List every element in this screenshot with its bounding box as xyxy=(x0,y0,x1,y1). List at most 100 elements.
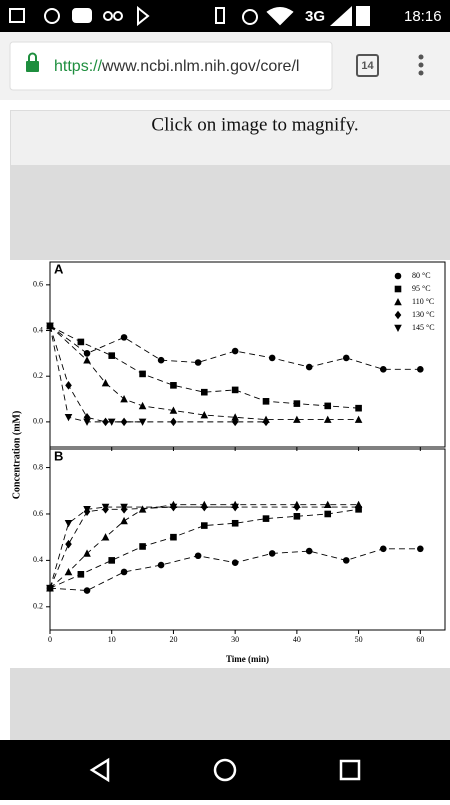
data-point xyxy=(83,587,91,594)
data-point xyxy=(200,411,209,419)
figure[interactable] xyxy=(10,260,450,668)
data-point xyxy=(200,522,208,529)
recents-button[interactable] xyxy=(339,759,361,781)
legend-marker xyxy=(394,285,402,293)
data-point xyxy=(268,354,276,362)
data-point xyxy=(354,415,363,423)
lock-icon xyxy=(26,61,39,72)
tab-switcher[interactable] xyxy=(356,54,379,77)
clock: 18:16 xyxy=(404,8,442,25)
y-tick-label: 0.4 xyxy=(33,555,43,564)
data-point xyxy=(138,401,147,410)
data-point xyxy=(107,418,116,426)
caption-box xyxy=(11,111,450,165)
plot-frame xyxy=(49,261,446,448)
charts: A 0.0 0.2 0.4 0.6 80 °C 95 °C 110 °C 130 °C 145 °… xyxy=(33,261,446,664)
data-point xyxy=(323,500,332,508)
data-point xyxy=(120,334,128,341)
data-point xyxy=(268,550,276,557)
home-button[interactable] xyxy=(213,758,237,782)
y-tick-label: 0.6 xyxy=(33,509,43,518)
data-point xyxy=(305,363,313,371)
data-point xyxy=(293,415,301,423)
data-point xyxy=(46,322,54,330)
menu-button[interactable] xyxy=(418,54,424,76)
data-point xyxy=(77,571,85,578)
data-point xyxy=(323,415,332,423)
data-point xyxy=(120,568,128,576)
data-point xyxy=(324,510,332,518)
legend-marker xyxy=(394,310,402,320)
data-point xyxy=(293,400,301,407)
data-point xyxy=(262,417,270,427)
y-tick-label: 0.2 xyxy=(33,371,43,380)
data-point xyxy=(262,398,270,405)
data-point xyxy=(231,417,239,427)
data-point xyxy=(231,503,239,512)
url-host: www.ncbi.nlm.nih.gov/core/l xyxy=(101,58,299,75)
battery-icon xyxy=(356,6,370,26)
data-point xyxy=(305,547,313,555)
legend-label: 130 °C xyxy=(412,310,435,319)
data-point xyxy=(170,382,177,389)
x-tick-label: 60 xyxy=(416,635,424,644)
data-point xyxy=(101,533,110,541)
data-point xyxy=(83,506,91,514)
data-point xyxy=(64,519,73,528)
legend-marker xyxy=(394,324,402,332)
legend-label: 145 °C xyxy=(412,323,435,332)
x-axis-label: Time (min) xyxy=(226,654,269,664)
data-point xyxy=(231,413,239,421)
panel-label: A xyxy=(54,261,64,276)
url-scheme: https:// xyxy=(54,58,103,75)
legend-label: 110 °C xyxy=(412,297,434,306)
data-point xyxy=(108,557,116,564)
trend-line xyxy=(49,506,359,589)
data-point xyxy=(170,533,177,541)
tab-count: 14 xyxy=(361,60,374,72)
data-point xyxy=(83,356,91,364)
data-point xyxy=(108,352,116,359)
legend-marker xyxy=(394,272,402,280)
data-point xyxy=(46,584,54,593)
data-point xyxy=(101,503,110,512)
data-point xyxy=(194,359,202,366)
data-point xyxy=(139,543,146,550)
data-point xyxy=(157,356,165,364)
data-point xyxy=(379,366,387,373)
data-point xyxy=(417,366,424,373)
y-tick-label: 0.2 xyxy=(33,602,43,611)
y-tick-label: 0.0 xyxy=(33,417,43,426)
legend-label: 80 °C xyxy=(412,271,431,280)
data-point xyxy=(101,379,110,387)
y-tick-label: 0.6 xyxy=(33,280,43,289)
data-point xyxy=(120,516,128,525)
signal-icon xyxy=(330,6,352,26)
data-point xyxy=(169,406,178,414)
lock-shackle xyxy=(28,52,37,61)
trend-line xyxy=(49,508,359,589)
data-point xyxy=(120,503,128,512)
data-point xyxy=(64,567,73,576)
trend-line xyxy=(49,325,359,409)
caption[interactable]: Click on image to magnify. xyxy=(151,114,358,135)
legend-label: 95 °C xyxy=(412,284,431,293)
url-field[interactable] xyxy=(9,41,333,91)
data-point xyxy=(83,549,91,557)
plot-frame xyxy=(49,448,446,631)
data-point xyxy=(379,545,387,553)
data-point xyxy=(231,559,239,567)
data-point xyxy=(120,417,128,427)
back-button[interactable] xyxy=(89,757,110,783)
data-point xyxy=(231,519,239,527)
network-label: 3G xyxy=(305,8,325,25)
data-point xyxy=(200,388,208,396)
x-tick-label: 20 xyxy=(169,635,177,644)
legend-marker xyxy=(394,298,402,306)
x-tick-label: 30 xyxy=(231,635,239,644)
trend-line xyxy=(49,504,359,589)
data-point xyxy=(293,502,301,512)
data-point xyxy=(120,395,128,403)
data-point xyxy=(77,338,85,346)
data-point xyxy=(64,414,73,422)
